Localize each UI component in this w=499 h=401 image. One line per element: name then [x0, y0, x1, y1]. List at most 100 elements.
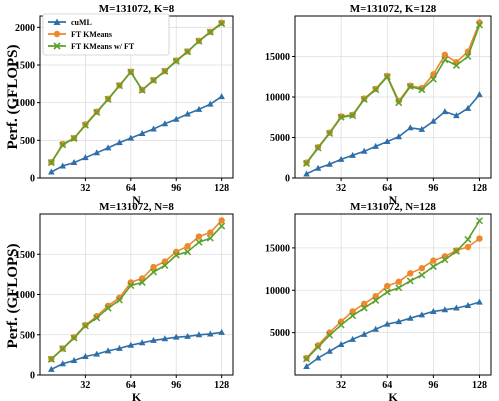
data-point — [314, 164, 322, 171]
data-point — [337, 340, 345, 347]
legend: cuML FT KMeans FT KMeans w/ FT — [42, 13, 170, 56]
x-axis-label: N — [389, 193, 398, 207]
data-point — [395, 318, 403, 325]
data-point — [195, 233, 203, 240]
data-point — [195, 331, 203, 338]
series-line — [305, 24, 481, 164]
data-point — [383, 320, 391, 327]
data-point — [127, 68, 135, 76]
data-point — [326, 347, 333, 354]
data-point — [138, 86, 146, 94]
data-point — [360, 95, 368, 103]
data-point — [59, 141, 67, 149]
data-point — [406, 82, 414, 91]
x-tick-label: 32 — [336, 183, 346, 194]
data-point — [93, 350, 101, 357]
data-point — [326, 160, 333, 167]
data-point — [418, 86, 426, 94]
data-point — [383, 288, 391, 296]
chart-title: M=131072, N=128 — [350, 201, 436, 213]
chart-title: M=131072, K=8 — [99, 3, 175, 15]
data-point — [184, 48, 192, 56]
data-point — [337, 113, 345, 121]
data-point — [429, 75, 437, 83]
y-tick-label: 500 — [20, 136, 35, 147]
plot-frame — [294, 213, 492, 376]
x-tick-label: 32 — [336, 380, 346, 391]
data-point — [326, 129, 334, 137]
y-tick-label: 0 — [30, 371, 35, 382]
data-point — [195, 238, 203, 246]
data-point — [115, 82, 124, 90]
series-cuml — [303, 91, 483, 177]
data-point — [48, 168, 55, 175]
x-tick-label: 128 — [472, 380, 487, 391]
data-point — [349, 312, 357, 320]
y-tick-label: 5000 — [270, 133, 290, 144]
data-point — [184, 332, 191, 339]
series-ft-kmeans — [303, 235, 483, 362]
series-ft-kmeans — [303, 19, 483, 166]
data-point — [349, 112, 357, 120]
data-point — [406, 277, 414, 285]
series-ft-kmeans-w-ft — [47, 222, 226, 363]
data-point — [93, 108, 101, 116]
data-point — [150, 125, 157, 132]
data-point — [150, 336, 157, 343]
x-tick-label: 96 — [428, 183, 438, 194]
data-point — [70, 159, 78, 166]
y-tick-label: 1000 — [15, 290, 35, 301]
legend-entry-ft-kmeans-w-ft: FT KMeans w/ FT — [48, 42, 135, 51]
data-point — [206, 28, 214, 36]
data-point — [441, 56, 449, 64]
x-tick-label: 96 — [428, 380, 438, 391]
data-point — [161, 335, 169, 342]
data-point — [82, 352, 89, 359]
x-axis-label: K — [132, 390, 142, 401]
x-tick-label: 32 — [80, 380, 90, 391]
data-point — [218, 222, 226, 230]
data-point — [81, 322, 89, 330]
data-point — [172, 251, 180, 259]
data-point — [452, 247, 460, 255]
y-tick-label: 1500 — [15, 250, 35, 261]
data-point — [360, 330, 368, 337]
data-point — [464, 104, 472, 111]
chart-title: M=131072, N=8 — [99, 201, 174, 213]
data-point — [372, 296, 380, 304]
data-point — [464, 235, 472, 243]
legend-label-cuml: cuML — [71, 18, 92, 27]
data-point — [314, 354, 322, 361]
data-point — [418, 125, 426, 132]
legend-label-ft-kmeans: FT KMeans — [71, 30, 112, 39]
data-point — [206, 234, 214, 242]
data-point — [453, 304, 460, 311]
data-point — [184, 248, 192, 256]
x-tick-label: 128 — [472, 183, 487, 194]
data-point — [430, 117, 437, 124]
data-point — [430, 307, 437, 314]
data-point — [406, 124, 414, 131]
data-point — [218, 93, 225, 100]
data-point — [453, 112, 460, 119]
data-point — [81, 121, 89, 129]
legend-label-ft-kmeans-w-ft: FT KMeans w/ FT — [71, 42, 135, 51]
series-line — [306, 94, 481, 175]
data-point — [127, 134, 135, 141]
data-point — [195, 37, 203, 45]
y-axis-label-top: Perf. (GFLOPS) — [5, 45, 21, 150]
data-point — [395, 284, 403, 292]
data-point — [93, 313, 100, 320]
series-line — [51, 331, 222, 371]
chart-panel-4: M=131072, N=128 32 64 96 128 5000 10000 15000 K — [265, 201, 492, 401]
data-point — [172, 333, 180, 340]
data-point — [418, 265, 426, 272]
data-point — [303, 363, 310, 370]
x-tick-label: 128 — [214, 183, 229, 194]
x-tick-label: 64 — [126, 380, 136, 391]
series-line — [305, 237, 480, 359]
data-point — [464, 243, 472, 251]
series-ft-kmeans — [48, 217, 225, 363]
data-point — [138, 278, 146, 286]
data-point — [138, 130, 146, 137]
